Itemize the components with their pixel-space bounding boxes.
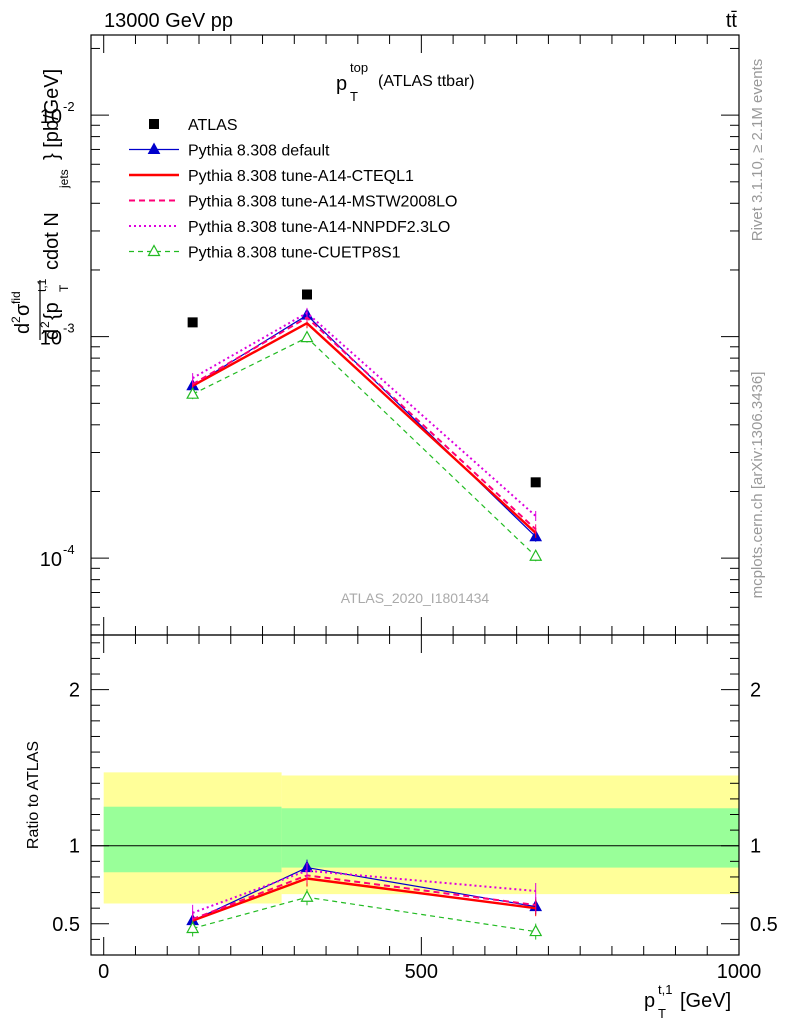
ratio-ytick-label-right-0: 0.5 (750, 914, 778, 936)
main-ytick-label-2: 10 (40, 106, 62, 128)
ratio-ytick-label-left-0: 0.5 (52, 914, 80, 936)
ratio-panel-frame (90, 634, 740, 956)
main-axis-ticks: 10-410-310-2 (40, 35, 740, 635)
x-axis-label: p t,1 T [GeV] (644, 982, 731, 1021)
legend-item-cteql1: Pythia 8.308 tune-A14-CTEQL1 (129, 168, 414, 185)
plot-title: p top T (ATLAS ttbar) (336, 60, 475, 104)
ylabel-sigma: σ (12, 303, 34, 316)
process-label: tt̄ (726, 10, 738, 32)
legend-label: Pythia 8.308 tune-A14-CTEQL1 (188, 168, 414, 185)
main-ytick-exp-2: -2 (63, 99, 75, 114)
series-mstw (192, 312, 537, 535)
main-ytick-exp-1: -3 (63, 321, 75, 336)
ylabel-den-d: d (41, 329, 63, 340)
ratio-panel (90, 634, 740, 956)
series-cuetp8s1 (186, 330, 543, 562)
legend-label: ATLAS (188, 117, 238, 134)
ratio-bands (91, 772, 739, 904)
legend-default-marker (147, 142, 161, 154)
band-inner-1 (281, 808, 739, 868)
mcplots-label: mcplots.cern.ch [arXiv:1306.3436] (749, 372, 766, 599)
main-ytick-exp-0: -4 (63, 542, 75, 557)
ratio-ytick-label-right-2: 2 (750, 680, 761, 702)
cuetp8s1-ratio-point (186, 921, 200, 934)
rivet-label: Rivet 3.1.10, ≥ 2.1M events (749, 59, 766, 242)
mstw-line (192, 316, 537, 531)
legend-item-cuetp8s1: Pythia 8.308 tune-CUETP8S1 (129, 244, 401, 262)
series-nnpdf (192, 307, 537, 522)
ylabel-d: d (12, 323, 34, 334)
main-ytick-label-1: 10 (40, 328, 62, 350)
ratio-series-nnpdf (192, 862, 537, 921)
band-inner-0 (103, 806, 282, 873)
cuetp8s1-point (186, 386, 200, 399)
cuetp8s1-point (300, 330, 314, 343)
ylabel-brace: {p (41, 302, 63, 320)
legend-cuetp8s1-marker (147, 244, 161, 257)
cuetp8s1-ratio-point (529, 924, 543, 937)
atlas-point (187, 317, 198, 328)
series-cteql1 (192, 318, 537, 538)
default-line (192, 314, 537, 538)
legend-label: Pythia 8.308 default (188, 143, 330, 160)
analysis-watermark: ATLAS_2020_I1801434 (341, 590, 490, 606)
ylabel-cdot: cdot N (41, 212, 63, 270)
collision-label: 13000 GeV pp (104, 10, 233, 32)
legend-label: Pythia 8.308 tune-A14-NNPDF2.3LO (188, 219, 450, 236)
ylabel-T: T (57, 284, 71, 292)
legend-item-nnpdf: Pythia 8.308 tune-A14-NNPDF2.3LO (129, 219, 450, 236)
ratio-axis-ticks: 0 500 1000 0.5 0.5 1 1 2 2 (52, 635, 778, 983)
main-ytick-label-0: 10 (40, 549, 62, 571)
xlabel-sup: t,1 (658, 982, 672, 997)
legend: ATLAS Pythia 8.308 default Pythia 8.308 tu… (129, 117, 457, 262)
ylabel-d-exp: 2 (9, 316, 23, 323)
main-series (186, 289, 543, 562)
ylabel-jets: jets (57, 169, 71, 189)
legend-atlas-icon (149, 119, 159, 129)
ratio-ytick-label-left-2: 2 (69, 680, 80, 702)
atlas-point (530, 477, 541, 488)
legend-item-mstw: Pythia 8.308 tune-A14-MSTW2008LO (129, 194, 457, 211)
series-default (186, 308, 543, 542)
title-suffix: (ATLAS ttbar) (378, 73, 475, 90)
ratio-ytick-label-right-1: 1 (750, 836, 761, 858)
x-tick-label-0: 0 (98, 961, 109, 983)
ratio-ytick-label-left-1: 1 (69, 836, 80, 858)
ylabel-t1: t,1 (35, 278, 49, 292)
ratio-y-axis-label: Ratio to ATLAS (25, 741, 42, 849)
legend-item-atlas: ATLAS (149, 117, 238, 134)
x-tick-label-2: 1000 (717, 961, 762, 983)
ylabel-fid: fid (9, 291, 23, 304)
ratio-series-cuetp8s1 (186, 889, 543, 940)
cuetp8s1-ratio-point (300, 889, 314, 902)
ratio-series (186, 859, 543, 940)
xlabel-unit: [GeV] (680, 990, 731, 1012)
cuetp8s1-point (529, 549, 543, 561)
title-sup: top (350, 60, 368, 75)
legend-label: Pythia 8.308 tune-A14-MSTW2008LO (188, 194, 457, 211)
legend-label: Pythia 8.308 tune-CUETP8S1 (188, 245, 401, 262)
xlabel-sub: T (658, 1006, 666, 1021)
ylabel-den-exp: 2 (38, 321, 52, 328)
ylabel-unit: } [pb/GeV] (41, 69, 63, 160)
x-tick-label-1: 500 (405, 961, 438, 983)
series-atlas (187, 289, 541, 488)
title-sub: T (350, 89, 358, 104)
xlabel-p: p (644, 990, 655, 1012)
title-p: p (336, 73, 347, 95)
atlas-point (302, 289, 312, 300)
main-y-axis-label: d 2 σ fid d 2 {p t,1 T cdot N jets } [pb… (9, 69, 71, 340)
legend-item-default: Pythia 8.308 default (129, 142, 330, 160)
